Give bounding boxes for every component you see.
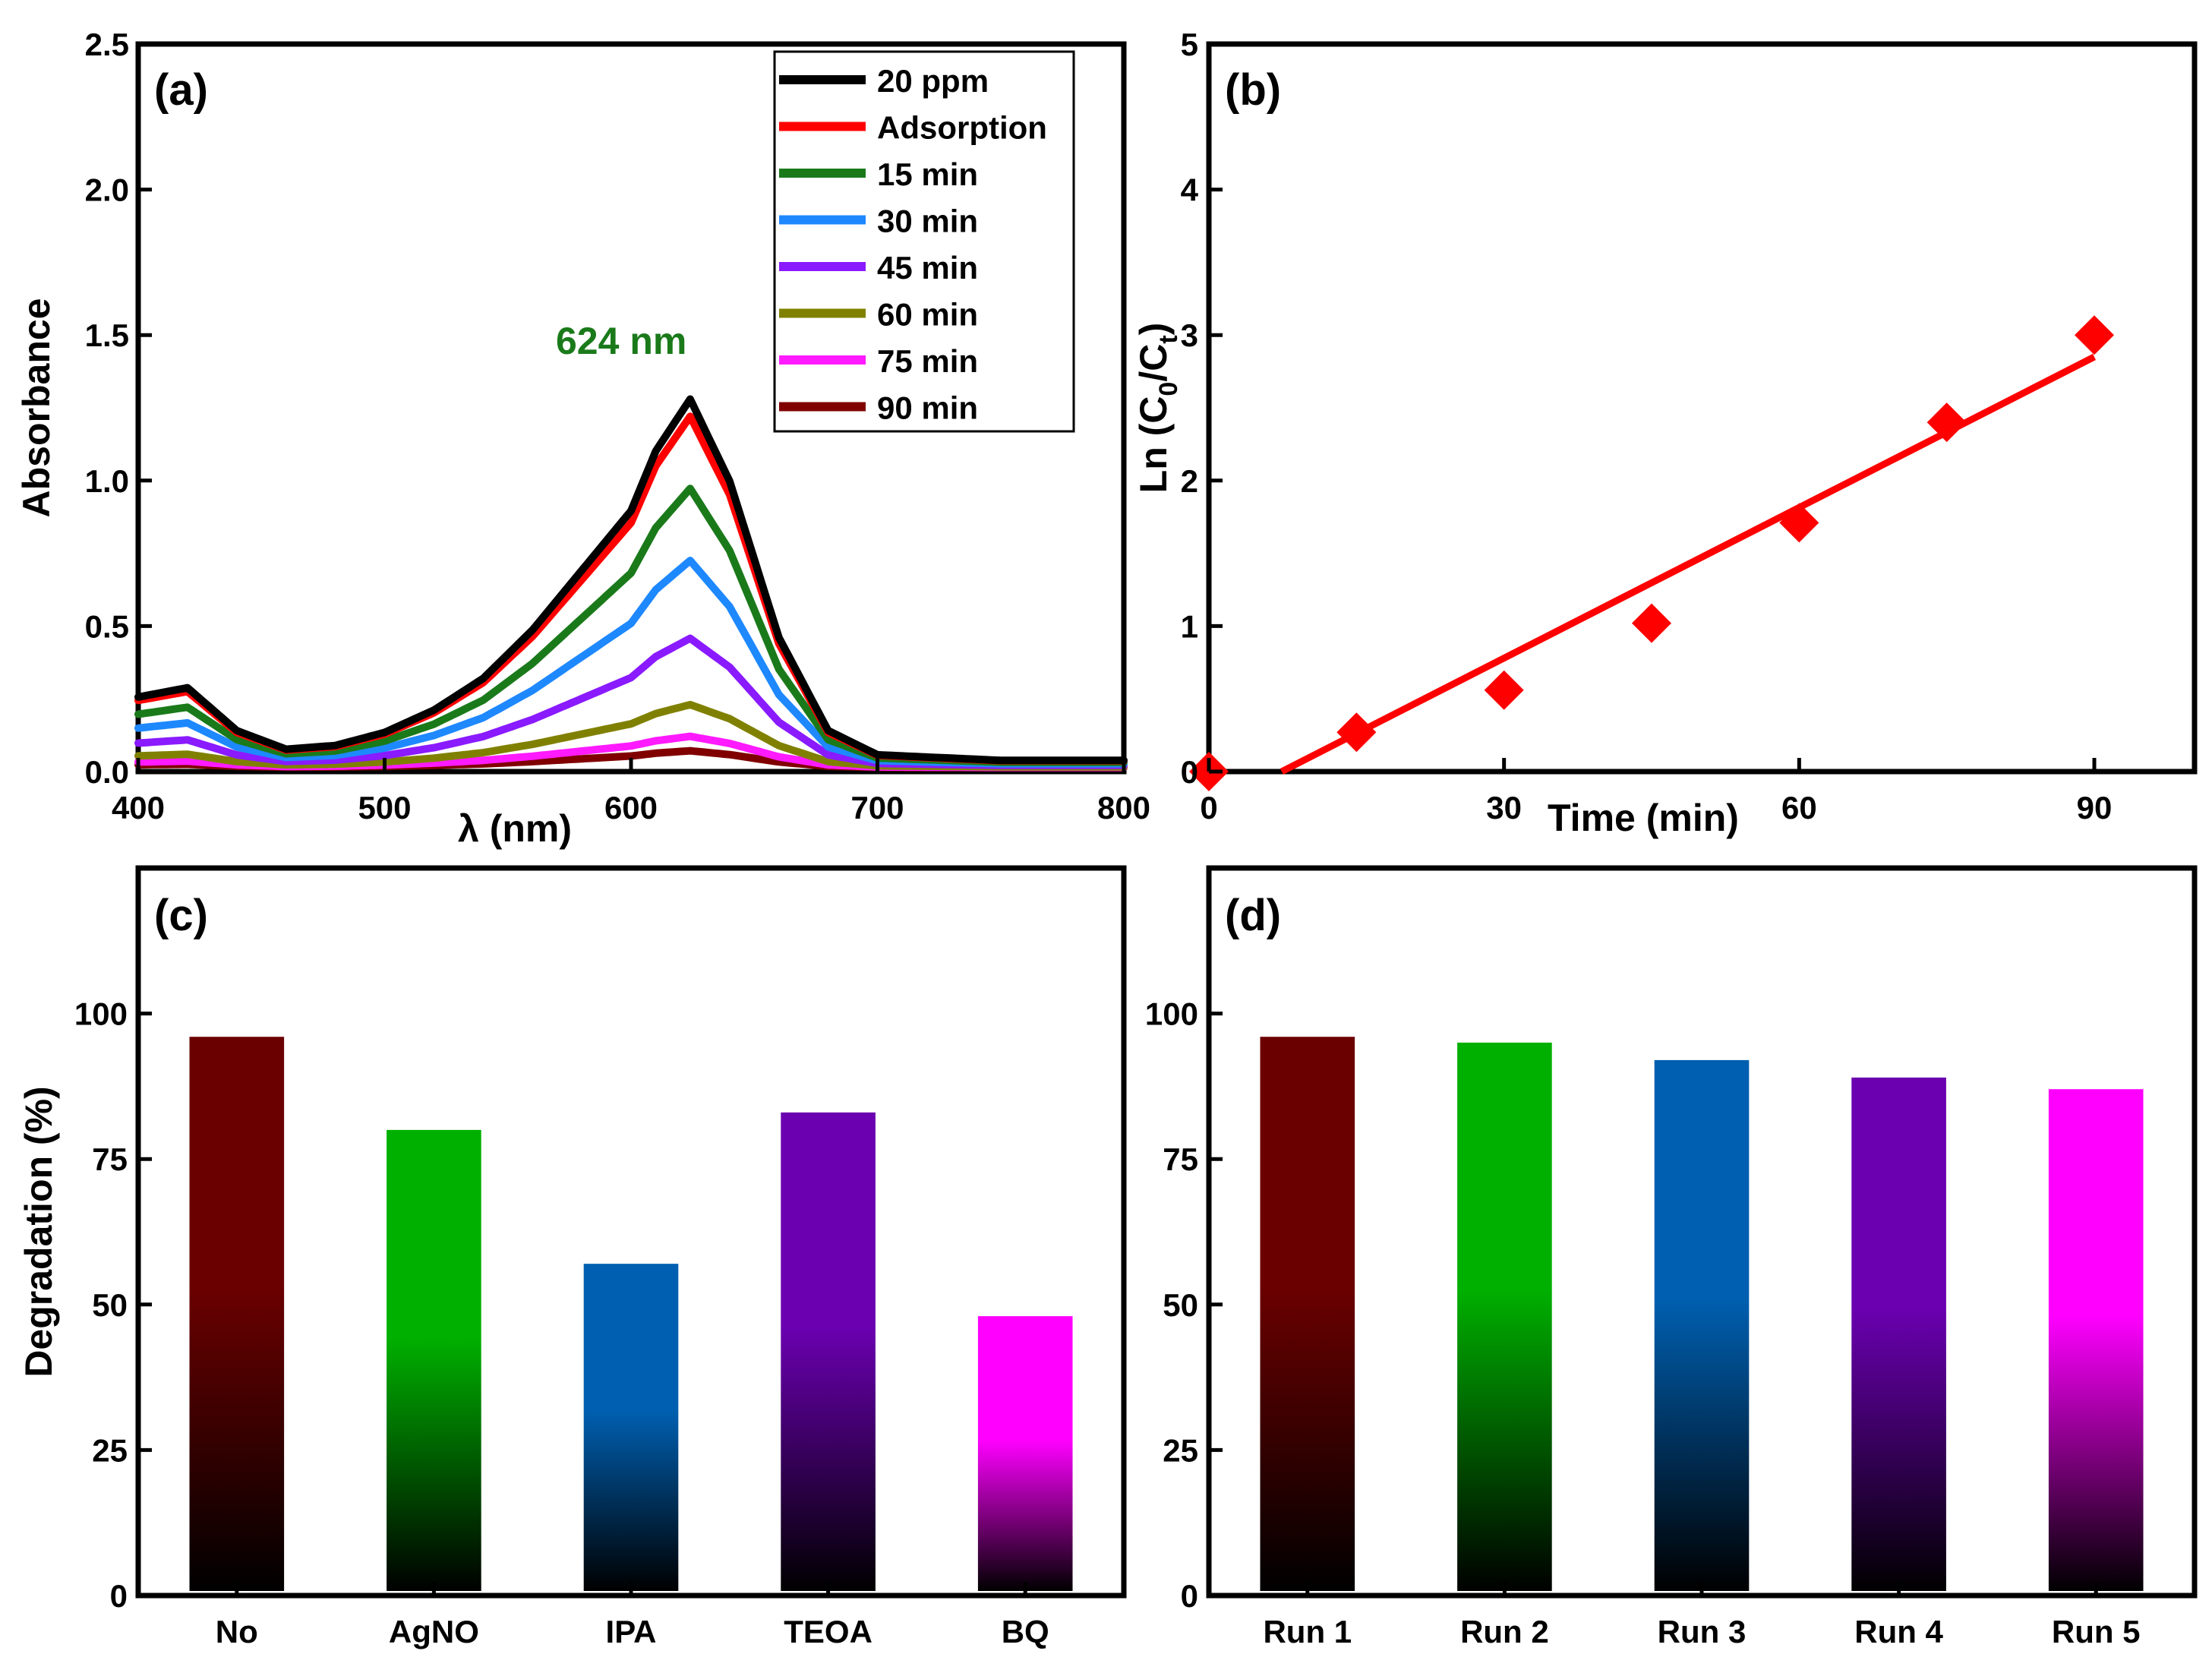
panel-a-absorbance-spectra: 400 500 600 700 800 0.0 0.5 1.0 1.5 2.0 2.5 (a) 62… [15, 27, 1150, 850]
x-tick-label: 600 [604, 790, 658, 825]
y-tick-label: 75 [92, 1141, 128, 1177]
x-tick-label: IPA [606, 1614, 657, 1649]
x-tick-label: Run 2 [1460, 1614, 1549, 1649]
x-tick-label: 800 [1097, 790, 1150, 825]
data-point [1779, 503, 1819, 543]
spectra-curves [134, 395, 1128, 772]
bar [2048, 1089, 2144, 1591]
spectrum-line [134, 412, 1128, 765]
bar [583, 1264, 679, 1591]
x-tick-label: Run 3 [1658, 1614, 1747, 1649]
x-tick-label: 400 [112, 790, 165, 825]
bar [387, 1129, 481, 1591]
panel-d-reusability-bars: Run 1 Run 2 Run 3 Run 4 Run 5 0 25 50 75 100 (d) [1145, 865, 2198, 1649]
y-tick-label: 75 [1163, 1141, 1198, 1177]
bars [1260, 1037, 2144, 1591]
x-tick-label: No [216, 1614, 258, 1649]
axis-ticks: 400 500 600 700 800 0.0 0.5 1.0 1.5 2.0 2.5 [85, 27, 1150, 825]
bar [781, 1112, 876, 1591]
x-tick-label: 0 [1200, 790, 1217, 825]
y-tick-label: 100 [74, 996, 128, 1032]
y-tick-label: 25 [92, 1432, 128, 1468]
bar [1260, 1037, 1355, 1591]
axis-ticks: 0 30 60 90 0 1 2 3 4 5 [1181, 27, 2113, 825]
legend-label: 90 min [877, 390, 978, 426]
legend-label: 45 min [877, 250, 978, 286]
data-point [1484, 670, 1524, 710]
y-tick-label: 4 [1181, 172, 1199, 208]
bar [1851, 1077, 1946, 1591]
y-tick-label: 50 [92, 1287, 128, 1323]
axis-ticks: No AgNO IPA TEOA BQ 0 25 50 75 100 [74, 996, 1049, 1649]
x-tick-label: BQ [1002, 1614, 1049, 1649]
spectrum-line [134, 395, 1128, 765]
legend-label: 15 min [877, 156, 978, 192]
x-tick-label: Run 1 [1263, 1614, 1352, 1649]
y-tick-label: 2.5 [85, 27, 129, 62]
y-tick-label: 0 [110, 1578, 128, 1614]
x-tick-label: 30 [1486, 790, 1522, 825]
y-tick-label: 0 [1181, 1578, 1198, 1614]
panel-label: (d) [1225, 891, 1281, 940]
y-tick-label: 1.5 [85, 317, 129, 353]
y-tick-label: 2 [1181, 463, 1198, 499]
x-tick-label: 700 [850, 790, 904, 825]
y-tick-label: 0 [1181, 754, 1198, 790]
x-tick-label: 500 [358, 790, 411, 825]
y-axis-label: Degradation (%) [17, 1086, 60, 1377]
data-point [1336, 712, 1377, 753]
bar [1457, 1042, 1552, 1591]
panel-label: (b) [1225, 65, 1281, 115]
linear-fit-line [1280, 353, 2097, 775]
panel-b-kinetics: 0 30 60 90 0 1 2 3 4 5 (b) Time (min) Ln (C0/Ct) [1132, 27, 2198, 839]
legend-label: Adsorption [877, 110, 1047, 146]
data-point [1926, 402, 1967, 443]
plot-frame [1206, 41, 2198, 775]
panel-label: (a) [154, 65, 208, 115]
x-tick-label: TEOA [784, 1614, 872, 1649]
bar [1654, 1059, 1750, 1591]
bars [189, 1037, 1073, 1591]
x-tick-label: Run 5 [2052, 1614, 2141, 1649]
y-tick-label: 100 [1145, 996, 1198, 1032]
peak-annotation: 624 nm [556, 320, 686, 362]
y-axis-label: Ln (C0/Ct) [1132, 323, 1183, 494]
panel-c-scavenger-bars: No AgNO IPA TEOA BQ 0 25 50 75 100 (c) Degradatio… [17, 865, 1127, 1649]
data-point [1632, 603, 1671, 643]
y-tick-label: 3 [1181, 317, 1198, 353]
y-tick-label: 0.0 [85, 754, 129, 790]
y-tick-label: 2.0 [85, 172, 129, 208]
legend-label: 60 min [877, 297, 978, 333]
axis-ticks: Run 1 Run 2 Run 3 Run 4 Run 5 0 25 50 75 100 [1145, 996, 2141, 1649]
x-axis-label: Time (min) [1548, 797, 1739, 839]
x-tick-label: 60 [1781, 790, 1817, 825]
panel-label: (c) [154, 891, 208, 940]
spectrum-line [134, 557, 1128, 768]
y-axis-label: Absorbance [15, 298, 58, 518]
x-axis-label: λ (nm) [458, 807, 572, 850]
y-tick-label: 25 [1163, 1432, 1198, 1468]
data-point [2075, 315, 2114, 355]
bar [189, 1037, 285, 1591]
x-tick-label: 90 [2077, 790, 2113, 825]
y-tick-label: 0.5 [85, 608, 129, 644]
legend-label: 20 ppm [877, 63, 989, 99]
legend: 20 ppm Adsorption 15 min 30 min 45 min 60 min… [773, 50, 1075, 433]
y-tick-label: 5 [1181, 27, 1198, 62]
legend-label: 30 min [877, 204, 978, 239]
x-tick-label: AgNO [389, 1614, 479, 1649]
bar [977, 1316, 1073, 1591]
legend-box [773, 50, 1075, 433]
y-tick-label: 1 [1181, 608, 1198, 644]
kinetics-plot [1189, 315, 2114, 791]
legend-label: 75 min [877, 343, 978, 379]
y-tick-label: 50 [1163, 1287, 1198, 1323]
x-tick-label: Run 4 [1854, 1614, 1943, 1649]
y-tick-label: 1.0 [85, 463, 129, 499]
